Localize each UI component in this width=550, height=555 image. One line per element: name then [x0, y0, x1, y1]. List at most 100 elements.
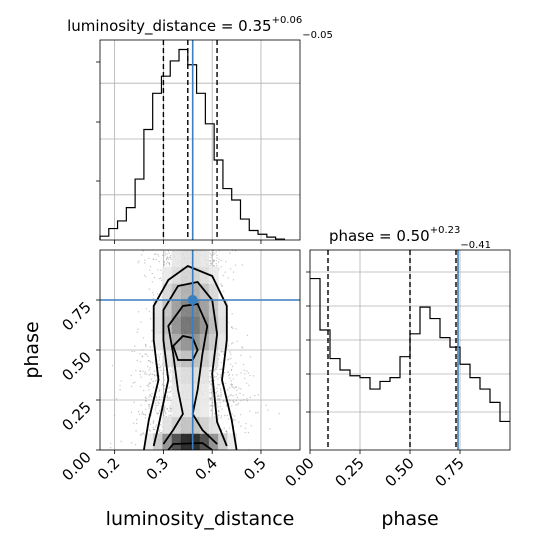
- sample-point: [153, 374, 156, 376]
- sample-point: [161, 254, 164, 257]
- sample-point: [162, 372, 164, 374]
- sample-point: [230, 384, 232, 386]
- sample-point: [151, 349, 154, 352]
- density-bin: [171, 266, 182, 284]
- density-bin: [218, 433, 228, 450]
- sample-point: [157, 269, 159, 271]
- sample-point: [157, 253, 159, 256]
- sample-point: [220, 368, 223, 371]
- sample-point: [220, 391, 222, 394]
- sample-point: [215, 263, 218, 265]
- phase-quantile-lines: [327, 250, 457, 450]
- density-bin: [227, 433, 238, 450]
- sample-point: [240, 425, 242, 427]
- sample-point: [233, 401, 235, 403]
- sample-point: [155, 407, 157, 409]
- sample-point: [153, 370, 156, 372]
- sample-point: [252, 375, 255, 377]
- sample-point: [235, 362, 237, 364]
- density-bin: [208, 283, 219, 301]
- sample-point: [163, 264, 166, 266]
- sample-point: [151, 281, 154, 283]
- sample-point: [232, 342, 234, 344]
- sample-point: [224, 382, 227, 384]
- sample-point: [216, 367, 218, 369]
- sample-point: [235, 394, 237, 396]
- sample-point: [142, 432, 144, 434]
- density-bin: [180, 400, 191, 418]
- sample-point: [216, 390, 219, 392]
- sample-point: [246, 397, 248, 400]
- sample-point: [142, 433, 144, 435]
- density-bin: [171, 250, 182, 268]
- sample-point: [144, 259, 146, 261]
- sample-point: [137, 328, 139, 330]
- ld-histogram-panel: luminosity_distance = 0.35+0.06−0.05: [67, 15, 333, 244]
- density-bin: [218, 316, 228, 334]
- sample-point: [220, 350, 222, 352]
- sample-point: [227, 396, 230, 398]
- sample-point: [155, 258, 157, 261]
- sample-point: [229, 252, 231, 254]
- sample-point: [159, 388, 161, 391]
- sample-point: [136, 359, 138, 362]
- density-bin: [190, 400, 201, 418]
- density-bin: [199, 250, 210, 268]
- sample-point: [229, 394, 231, 397]
- sample-point: [166, 256, 169, 258]
- sample-point: [162, 376, 165, 378]
- sample-point: [228, 387, 231, 389]
- sample-point: [232, 394, 234, 397]
- sample-point: [152, 426, 154, 428]
- sample-point: [149, 346, 151, 348]
- sample-point: [160, 279, 163, 281]
- density-bin: [199, 433, 210, 450]
- sample-point: [160, 269, 162, 272]
- sample-point: [153, 428, 156, 431]
- sample-point: [141, 349, 144, 351]
- sample-point: [149, 367, 151, 369]
- sample-point: [220, 361, 223, 364]
- density-bin: [171, 283, 182, 301]
- sample-point: [230, 343, 233, 345]
- sample-point: [220, 389, 222, 391]
- sample-point: [212, 264, 215, 267]
- sample-point: [144, 372, 146, 375]
- sample-point: [218, 384, 221, 386]
- sample-point: [145, 345, 147, 348]
- sample-point: [228, 399, 231, 401]
- sample-point: [232, 279, 235, 281]
- density-bin: [190, 300, 201, 318]
- sample-point: [135, 369, 137, 372]
- sample-point: [209, 392, 211, 394]
- sample-point: [149, 373, 152, 375]
- sample-point: [248, 384, 250, 387]
- sample-point: [169, 397, 172, 399]
- sample-point: [235, 386, 237, 388]
- sample-point: [229, 377, 231, 379]
- sample-point: [228, 373, 231, 376]
- sample-point: [138, 260, 140, 262]
- sample-point: [168, 262, 170, 265]
- sample-point: [244, 373, 246, 375]
- sample-point: [241, 347, 244, 349]
- sample-point: [163, 384, 166, 387]
- sample-point: [227, 389, 229, 391]
- sample-point: [161, 396, 163, 398]
- sample-point: [148, 310, 150, 313]
- sample-point: [152, 422, 155, 424]
- sample-point: [223, 371, 226, 374]
- sample-point: [217, 373, 219, 376]
- sample-point: [232, 271, 235, 273]
- sample-point: [219, 388, 222, 390]
- sample-point: [245, 382, 248, 384]
- sample-point: [155, 404, 157, 407]
- sample-point: [148, 374, 150, 376]
- sample-point: [115, 398, 118, 400]
- sample-point: [152, 258, 155, 260]
- density-bin: [153, 300, 163, 318]
- phase-histogram-line: [310, 277, 510, 423]
- sample-point: [157, 255, 160, 257]
- sample-point: [213, 265, 216, 267]
- sample-point: [220, 417, 222, 419]
